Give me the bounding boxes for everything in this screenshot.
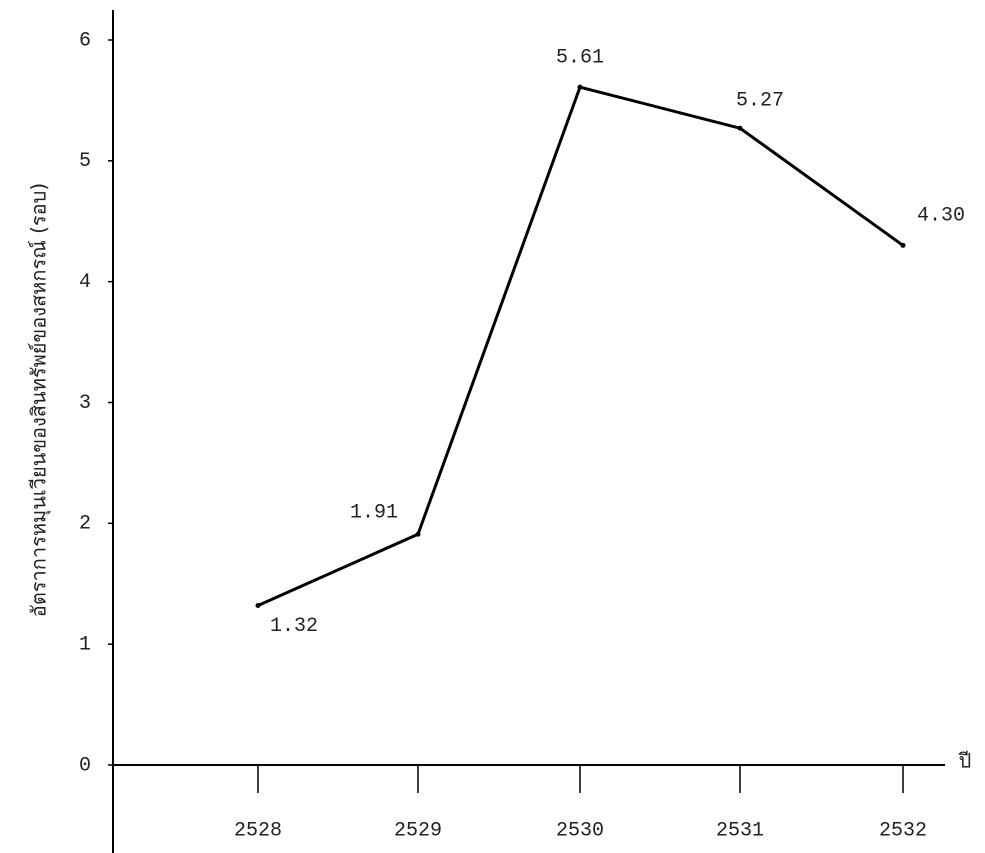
y-tick-label: 0 xyxy=(79,754,91,777)
y-tick-label: 3 xyxy=(79,392,91,415)
data-label: 5.61 xyxy=(556,46,604,69)
x-axis-label: ปี xyxy=(958,749,971,773)
data-label: 5.27 xyxy=(736,89,784,112)
y-tick-label: 5 xyxy=(79,150,91,173)
x-tick-label: 2530 xyxy=(556,819,604,842)
x-tick-label: 2528 xyxy=(234,819,282,842)
x-tick-label: 2532 xyxy=(879,819,927,842)
y-axis-label: อัตราการหมุนเวียนของสินทรัพย์ของสหกรณ์ (… xyxy=(27,183,52,617)
point xyxy=(577,84,583,90)
point xyxy=(900,242,906,248)
y-tick-label: 1 xyxy=(79,633,91,656)
point xyxy=(255,603,261,608)
x-tick-label: 2531 xyxy=(716,819,764,842)
x-tick-label: 2529 xyxy=(394,819,442,842)
data-label: 1.32 xyxy=(270,615,318,638)
y-tick-label: 4 xyxy=(79,271,91,294)
point xyxy=(415,531,421,537)
point xyxy=(737,125,743,131)
y-tick-label: 2 xyxy=(79,513,91,536)
data-label: 1.91 xyxy=(350,501,398,524)
y-tick-label: 6 xyxy=(79,29,91,52)
data-label: 4.30 xyxy=(917,205,965,228)
